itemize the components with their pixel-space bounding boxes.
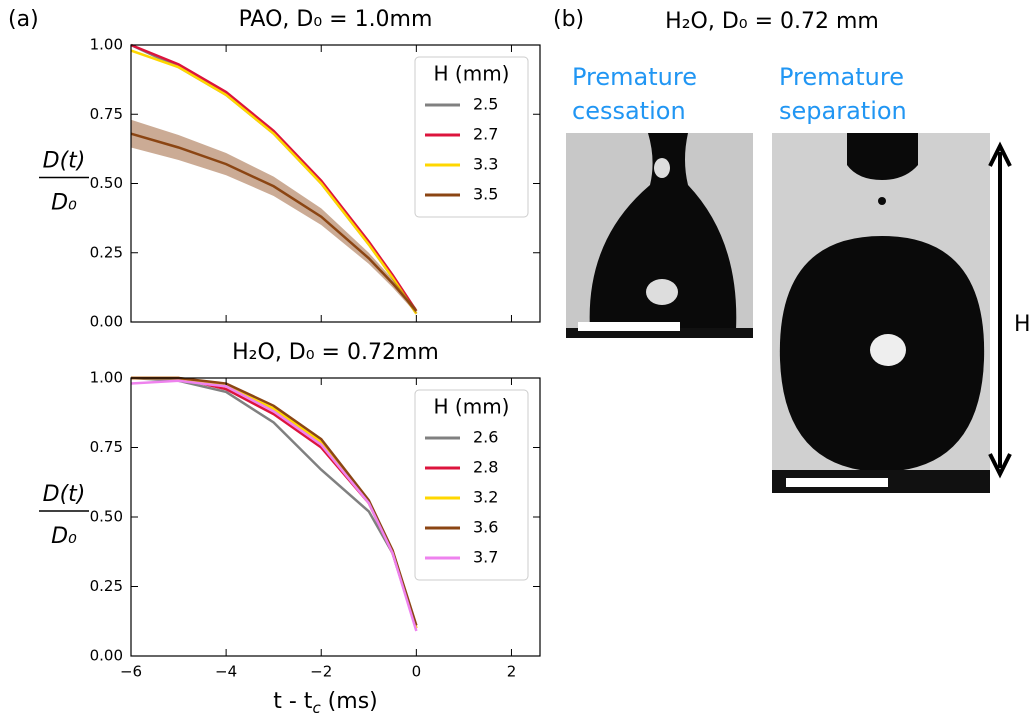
legend-label: 2.5: [473, 95, 498, 114]
series-line: [130, 379, 418, 632]
y-label: D(t): [43, 482, 86, 507]
caption: Premature: [779, 63, 904, 91]
legend-title: H (mm): [434, 62, 510, 86]
x-tick-label: 2: [507, 663, 517, 681]
legend-label: 2.8: [473, 458, 498, 477]
caption: Premature: [572, 63, 697, 91]
photo-cessation: [566, 133, 753, 338]
legend-label: 3.7: [473, 548, 498, 567]
chart-title: H₂O, D₀ = 0.72mm: [232, 340, 439, 365]
y-tick-label: 0.25: [90, 243, 123, 261]
dimension-label: H: [1014, 312, 1031, 337]
photo-separation: [772, 133, 990, 493]
x-tick-label: −2: [310, 663, 332, 681]
y-tick-label: 0.50: [90, 508, 123, 526]
legend-label: 3.6: [473, 518, 498, 537]
legend-box: [414, 389, 529, 581]
x-tick-label: −6: [120, 663, 142, 681]
legend-label: 3.3: [473, 155, 498, 174]
y-label: D₀: [51, 191, 77, 216]
y-tick-label: 0.00: [90, 647, 123, 665]
y-tick-label: 0.00: [90, 313, 123, 331]
legend-label: 2.6: [473, 428, 498, 447]
x-label-part: t - t: [273, 689, 313, 714]
x-label-part: (ms): [321, 689, 378, 714]
y-label: D(t): [43, 149, 86, 174]
y-tick-label: 1.00: [90, 36, 123, 54]
legend-title: H (mm): [434, 395, 510, 419]
caption: separation: [779, 97, 907, 125]
series-line: [130, 49, 418, 315]
legend-box: [414, 56, 529, 218]
series-line: [131, 376, 418, 629]
panel-title: H₂O, D₀ = 0.72 mm: [665, 9, 879, 34]
y-label: D₀: [51, 524, 77, 549]
y-tick-label: 1.00: [90, 369, 123, 387]
x-tick-label: −4: [215, 663, 237, 681]
series-line: [130, 43, 418, 312]
y-tick-label: 0.75: [90, 105, 123, 123]
legend-label: 3.5: [473, 185, 498, 204]
error-band: [131, 119, 417, 314]
x-tick-label: 0: [412, 663, 422, 681]
panel-label: (a): [8, 7, 39, 32]
panel-label: (b): [553, 7, 584, 32]
legend-label: 2.7: [473, 125, 498, 144]
legend-label: 3.2: [473, 488, 498, 507]
dimension-arrow: [988, 141, 1012, 479]
y-tick-label: 0.75: [90, 438, 123, 456]
y-tick-label: 0.50: [90, 174, 123, 192]
x-label-part: c: [312, 699, 321, 717]
series-line: [130, 132, 418, 312]
chart-title: PAO, D₀ = 1.0mm: [239, 7, 433, 32]
x-label: t - tc (ms): [273, 689, 378, 717]
y-tick-label: 0.25: [90, 577, 123, 595]
caption: cessation: [572, 97, 686, 125]
